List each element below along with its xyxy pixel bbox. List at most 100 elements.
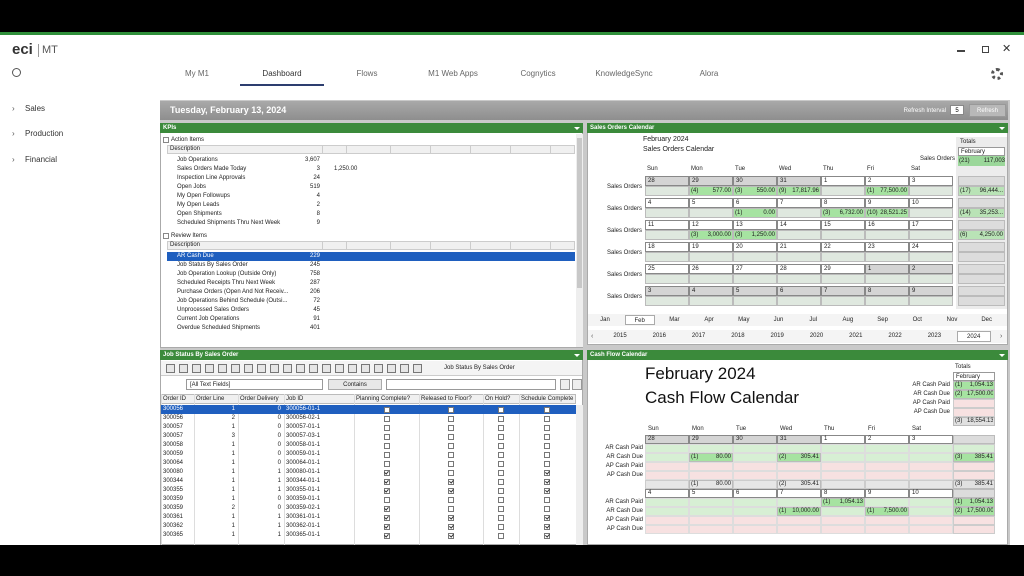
checkbox[interactable] — [544, 514, 550, 521]
filter-button[interactable] — [560, 379, 570, 390]
kpi-value[interactable]: 91 — [313, 316, 320, 322]
checkbox[interactable] — [383, 514, 390, 521]
month-option[interactable]: Mar — [669, 317, 680, 323]
checkbox[interactable] — [544, 496, 550, 503]
column-header[interactable]: Schedule Complete — [521, 396, 574, 402]
toolbar-icon[interactable] — [244, 364, 253, 373]
year-option[interactable]: 2023 — [927, 333, 942, 339]
checkbox[interactable] — [448, 505, 454, 512]
kpi-label[interactable]: AR Cash Due — [177, 253, 214, 259]
nav-tab[interactable]: Flows — [356, 69, 378, 78]
checkbox[interactable] — [383, 415, 390, 422]
nav-tab[interactable]: KnowledgeSync — [595, 69, 653, 78]
checkbox[interactable] — [544, 460, 550, 467]
checkbox[interactable] — [383, 532, 390, 539]
nav-tab[interactable]: Dashboard — [262, 69, 302, 78]
checkbox[interactable] — [544, 532, 550, 539]
toolbar-icon[interactable] — [296, 364, 305, 373]
checkbox[interactable] — [498, 505, 504, 512]
minimize-button[interactable] — [957, 50, 965, 52]
kpi-value[interactable]: 401 — [309, 325, 320, 331]
toolbar-icon[interactable] — [374, 364, 383, 373]
filter-operator[interactable]: Contains — [328, 379, 382, 390]
kpi-label[interactable]: My Open Followups — [177, 193, 231, 199]
kpi-value[interactable]: 206 — [309, 289, 320, 295]
sidebar-item[interactable]: Sales — [25, 104, 46, 113]
toolbar-icon[interactable] — [166, 364, 175, 373]
nav-tab[interactable]: Alora — [699, 69, 719, 78]
kpi-label[interactable]: Open Shipments — [177, 211, 222, 217]
checkbox[interactable] — [498, 451, 504, 458]
checkbox[interactable] — [498, 514, 504, 521]
column-header[interactable]: Released to Floor? — [421, 396, 472, 402]
checkbox[interactable] — [544, 442, 550, 449]
checkbox[interactable] — [448, 496, 454, 503]
maximize-button[interactable] — [982, 46, 989, 53]
year-option[interactable]: 2022 — [888, 333, 902, 339]
toolbar-icon[interactable] — [283, 364, 292, 373]
kpi-label[interactable]: My Open Leads — [177, 202, 220, 208]
kpi-value[interactable]: 3,607 — [304, 157, 320, 163]
checkbox[interactable] — [544, 478, 550, 485]
year-option[interactable]: 2024 — [956, 331, 991, 342]
year-option[interactable]: 2015 — [613, 333, 627, 339]
search-icon[interactable] — [12, 68, 21, 77]
panel-menu-arrow[interactable] — [574, 354, 580, 357]
checkbox[interactable] — [498, 424, 504, 431]
kpi-label[interactable]: Job Status By Sales Order — [177, 262, 248, 268]
kpi-label[interactable]: Inspection Line Approvals — [177, 175, 246, 181]
column-header[interactable]: Order ID — [163, 396, 187, 402]
nav-tab[interactable]: Cognytics — [520, 69, 556, 78]
checkbox[interactable] — [448, 424, 454, 431]
section-toggle[interactable] — [163, 233, 169, 239]
checkbox[interactable] — [498, 460, 504, 467]
toolbar-icon[interactable] — [348, 364, 357, 373]
checkbox[interactable] — [383, 442, 390, 449]
month-option[interactable]: Sep — [877, 317, 888, 323]
year-option[interactable]: 2021 — [849, 333, 863, 339]
year-option[interactable]: 2017 — [691, 333, 706, 339]
checkbox[interactable] — [448, 523, 454, 530]
kpi-value[interactable]: 3 — [316, 166, 320, 172]
checkbox[interactable] — [383, 469, 390, 476]
toolbar-icon[interactable] — [205, 364, 214, 373]
month-option[interactable]: Feb — [624, 315, 655, 325]
kpi-label[interactable]: Purchase Orders (Open And Not Receiv... — [177, 289, 289, 295]
kpi-value[interactable]: 519 — [309, 184, 320, 190]
kpi-value[interactable]: 287 — [309, 280, 320, 286]
month-option[interactable]: Jun — [773, 317, 784, 323]
refresh-interval-input[interactable]: 5 — [950, 105, 964, 115]
checkbox[interactable] — [498, 442, 504, 449]
nav-tab[interactable]: M1 Web Apps — [428, 69, 478, 78]
toolbar-icon[interactable] — [309, 364, 318, 373]
checkbox[interactable] — [448, 469, 454, 476]
month-option[interactable]: Dec — [981, 317, 993, 323]
toolbar-icon[interactable] — [270, 364, 279, 373]
toolbar-icon[interactable] — [361, 364, 370, 373]
filter-button[interactable] — [572, 379, 582, 390]
kpi-label[interactable]: Overdue Scheduled Shipments — [177, 325, 261, 331]
refresh-button[interactable]: Refresh — [969, 104, 1006, 117]
year-next[interactable]: › — [1000, 333, 1003, 340]
panel-menu-arrow[interactable] — [574, 127, 580, 130]
checkbox[interactable] — [544, 433, 550, 440]
kpi-value[interactable]: 9 — [316, 220, 320, 226]
toolbar-icon[interactable] — [387, 364, 396, 373]
checkbox[interactable] — [498, 523, 504, 530]
kpi-label[interactable]: Job Operation Lookup (Outside Only) — [177, 271, 277, 277]
kpi-value[interactable]: 45 — [313, 307, 320, 313]
column-header[interactable]: Order Delivery — [240, 396, 279, 402]
kpi-label[interactable]: Scheduled Shipments Thru Next Week — [177, 220, 281, 226]
checkbox[interactable] — [544, 406, 550, 413]
month-option[interactable]: Oct — [912, 317, 922, 323]
checkbox[interactable] — [544, 523, 550, 530]
checkbox[interactable] — [448, 442, 454, 449]
kpi-value[interactable]: 4 — [316, 193, 320, 199]
checkbox[interactable] — [383, 505, 390, 512]
year-option[interactable]: 2019 — [770, 333, 784, 339]
checkbox[interactable] — [383, 496, 390, 503]
checkbox[interactable] — [544, 415, 550, 422]
checkbox[interactable] — [448, 451, 454, 458]
section-toggle[interactable] — [163, 137, 169, 143]
kpi-label[interactable]: Sales Orders Made Today — [177, 166, 247, 172]
